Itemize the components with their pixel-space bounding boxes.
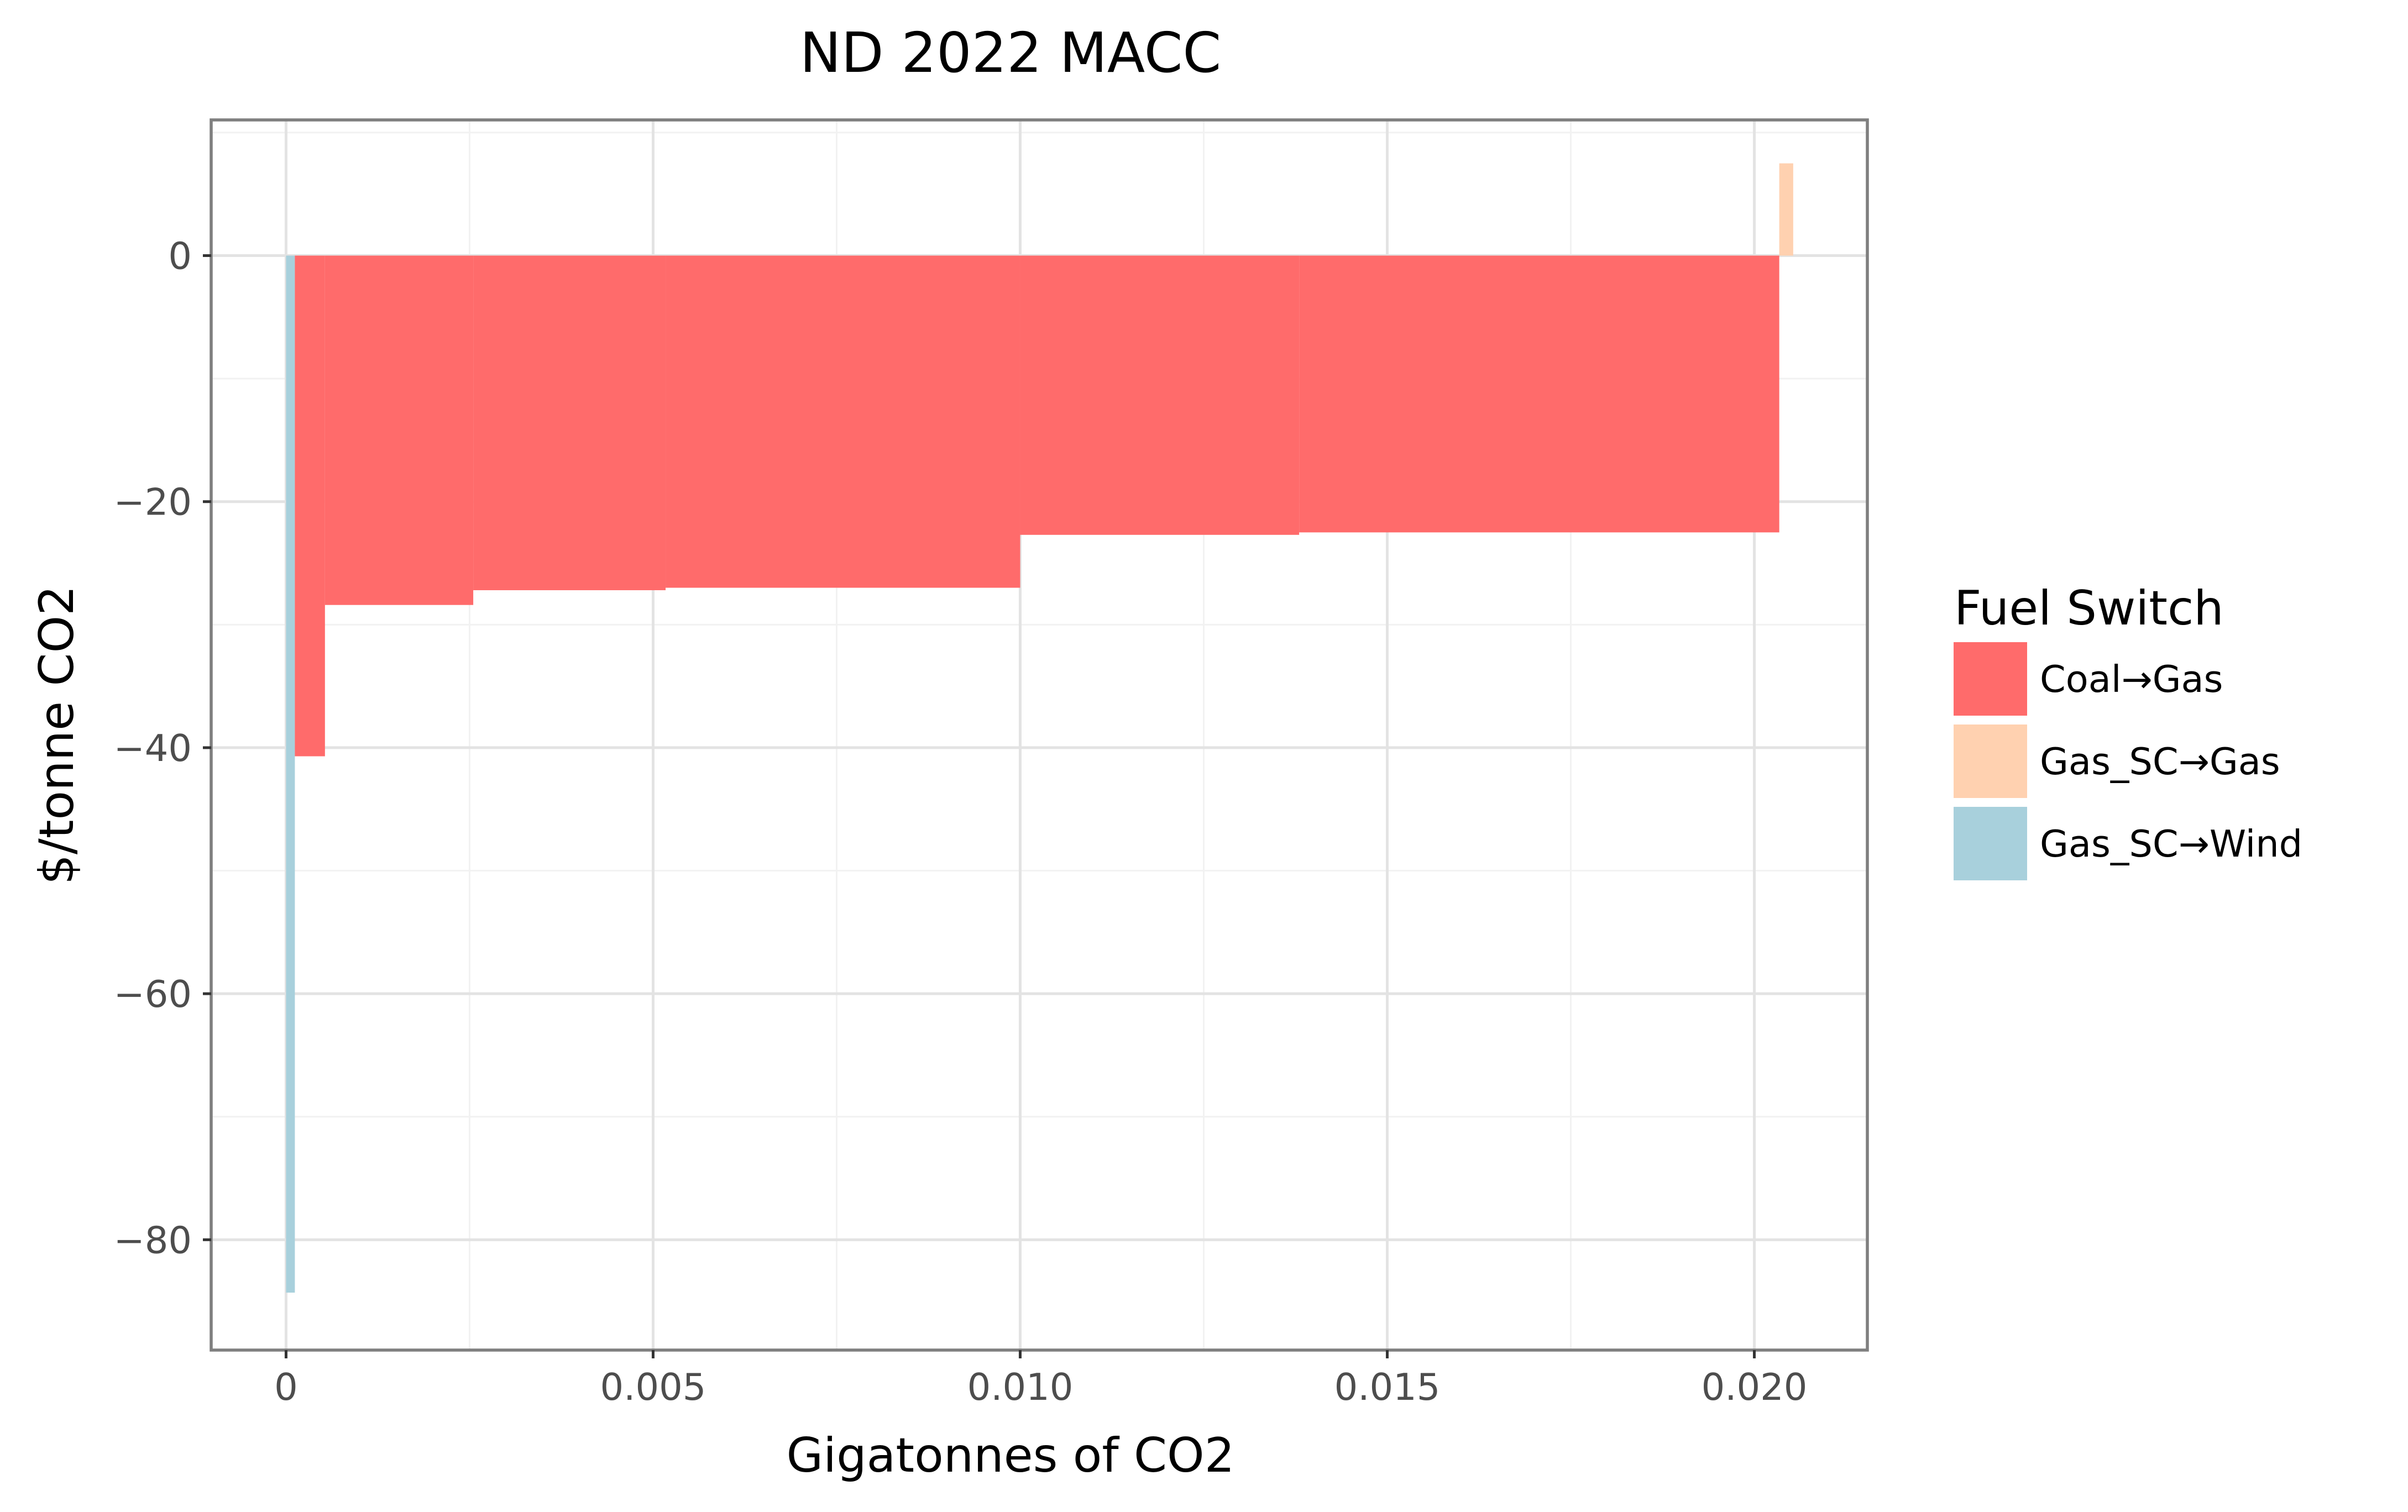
y-axis-title: $/tonne CO2 [29,585,85,885]
legend-key [1954,725,2027,798]
y-axis: 0 −20 −40 −60 −80 [114,235,211,1262]
chart-title: ND 2022 MACC [800,20,1221,85]
legend-label: Coal→Gas [2040,658,2223,701]
bar-coal-gas [666,255,1020,588]
x-tick-label: 0.005 [600,1366,706,1409]
legend-entries: Coal→Gas Gas_SC→Gas Gas_SC→Wind [1954,642,2302,880]
bar-coal-gas [1020,255,1300,535]
y-tick-label: 0 [168,235,192,278]
x-axis-title: Gigatonnes of CO2 [787,1428,1235,1483]
x-axis: 0 0.005 0.010 0.015 0.020 [274,1350,1807,1409]
x-tick-label: 0.015 [1334,1366,1441,1409]
y-tick-label: −40 [114,727,192,770]
legend-label: Gas_SC→Wind [2040,822,2302,865]
bar-coal-gas [324,255,474,605]
bars-layer [286,163,1793,1293]
panel-border [210,118,1869,1352]
bar-gas-sc-gas [1779,163,1793,256]
legend-key [1954,642,2027,716]
y-tick-label: −60 [114,973,192,1016]
legend-key [1954,807,2027,880]
x-tick-label: 0.010 [967,1366,1074,1409]
x-tick-label: 0.020 [1702,1366,1808,1409]
legend: Fuel Switch Coal→Gas Gas_SC→Gas Gas_SC→Win… [1954,581,2302,880]
bar-coal-gas [295,255,325,757]
y-tick-label: −80 [114,1219,192,1262]
bar-coal-gas [1299,255,1779,533]
x-tick-label: 0 [274,1366,298,1409]
bar-gas-sc-wind [286,255,295,1293]
legend-label: Gas_SC→Gas [2040,740,2280,783]
legend-title: Fuel Switch [1954,581,2224,636]
bar-coal-gas [473,255,666,590]
y-tick-label: −20 [114,481,192,524]
